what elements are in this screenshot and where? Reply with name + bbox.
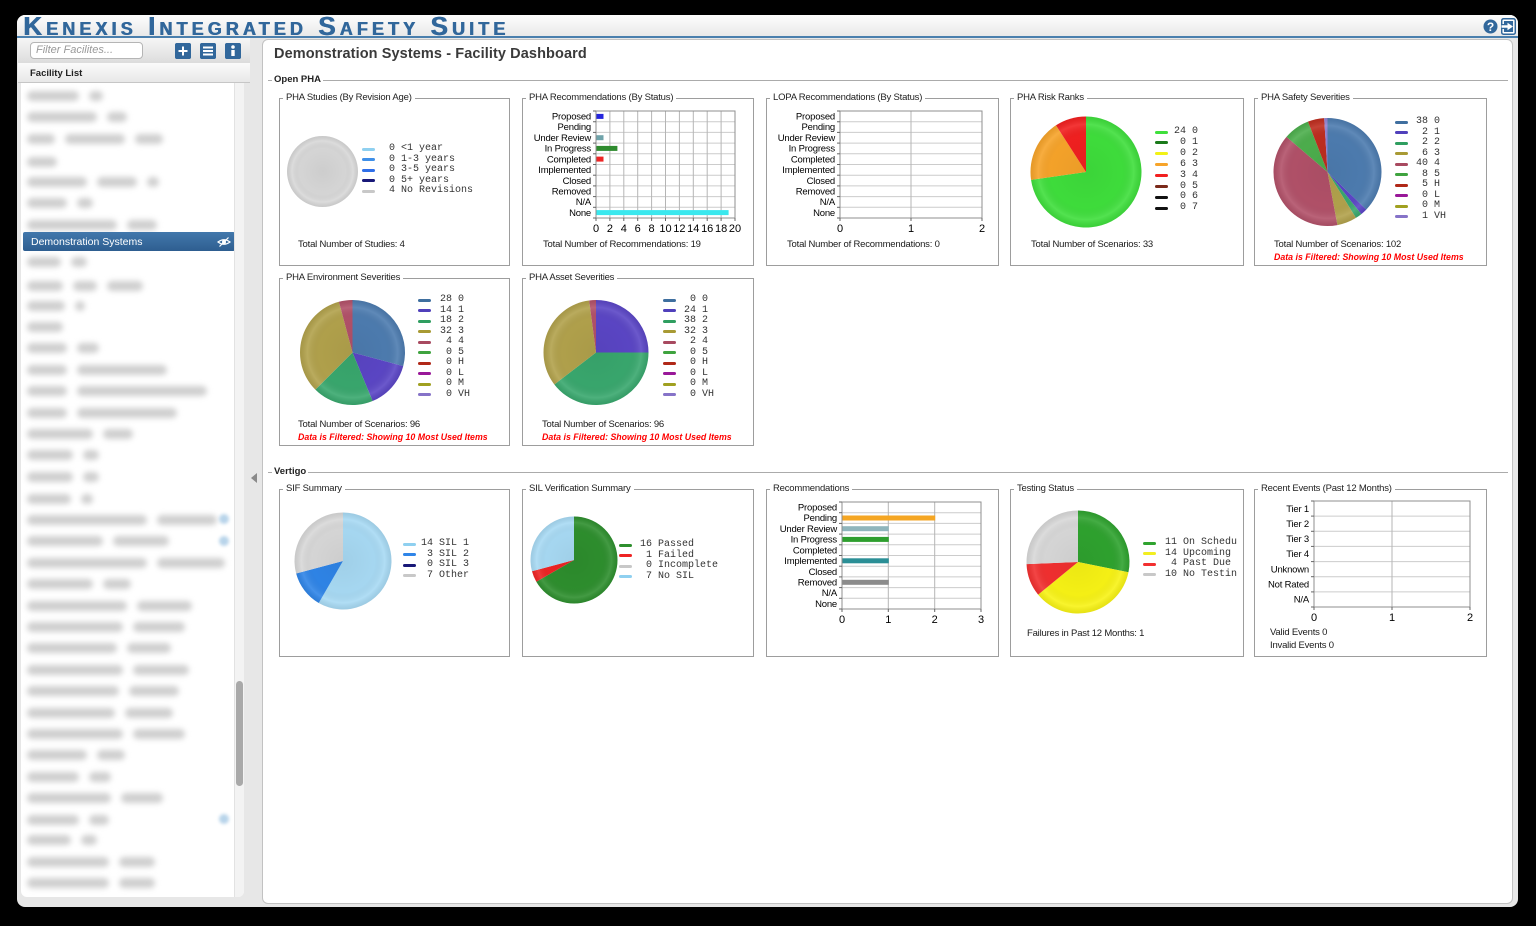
svg-text:8: 8 [649,223,655,235]
svg-text:2: 2 [1467,612,1473,624]
svg-text:Pending: Pending [802,122,835,133]
svg-text:N/A: N/A [822,588,838,599]
svg-text:Removed: Removed [552,187,591,198]
svg-text:Completed: Completed [793,545,837,556]
svg-text:Proposed: Proposed [798,503,837,514]
svg-text:Pending: Pending [558,122,591,133]
svg-text:Tier 2: Tier 2 [1286,519,1309,530]
svg-text:Not Rated: Not Rated [1268,580,1309,591]
svg-text:Completed: Completed [791,154,835,165]
svg-text:None: None [569,208,591,219]
svg-text:2: 2 [979,223,985,235]
svg-text:In Progress: In Progress [545,144,592,155]
svg-text:Proposed: Proposed [552,112,591,123]
svg-text:Tier 4: Tier 4 [1286,549,1309,560]
svg-text:16: 16 [701,223,713,235]
svg-text:0: 0 [837,223,843,235]
svg-text:N/A: N/A [1294,595,1310,606]
svg-text:2: 2 [932,614,938,626]
svg-text:Implemented: Implemented [538,165,591,176]
svg-text:0: 0 [839,614,845,626]
svg-text:In Progress: In Progress [789,144,836,155]
svg-text:N/A: N/A [576,197,592,208]
svg-text:1: 1 [885,614,891,626]
svg-text:Tier 3: Tier 3 [1286,534,1309,545]
svg-text:In Progress: In Progress [791,535,838,546]
svg-text:1: 1 [908,223,914,235]
svg-text:None: None [813,208,835,219]
svg-text:Under Review: Under Review [778,133,836,144]
svg-text:6: 6 [635,223,641,235]
svg-text:Closed: Closed [807,176,835,187]
svg-text:?: ? [1487,20,1494,34]
svg-text:None: None [815,599,837,610]
svg-text:0: 0 [593,223,599,235]
svg-text:20: 20 [729,223,741,235]
svg-text:2: 2 [607,223,613,235]
svg-text:Closed: Closed [563,176,591,187]
svg-text:Implemented: Implemented [784,556,837,567]
svg-text:0: 0 [1311,612,1317,624]
svg-text:Removed: Removed [796,187,835,198]
svg-text:3: 3 [978,614,984,626]
svg-text:Closed: Closed [809,567,837,578]
svg-text:1: 1 [1389,612,1395,624]
svg-text:Proposed: Proposed [796,112,835,123]
svg-text:N/A: N/A [820,197,836,208]
svg-text:Pending: Pending [804,513,837,524]
svg-text:Under Review: Under Review [780,524,838,535]
svg-text:Unknown: Unknown [1271,564,1309,575]
svg-text:Under Review: Under Review [534,133,592,144]
svg-text:14: 14 [687,223,699,235]
svg-text:18: 18 [715,223,727,235]
svg-text:Removed: Removed [798,578,837,589]
svg-text:10: 10 [659,223,671,235]
svg-text:12: 12 [673,223,685,235]
svg-text:Implemented: Implemented [782,165,835,176]
svg-text:4: 4 [621,223,627,235]
svg-text:Completed: Completed [547,154,591,165]
svg-text:Tier 1: Tier 1 [1286,504,1309,515]
